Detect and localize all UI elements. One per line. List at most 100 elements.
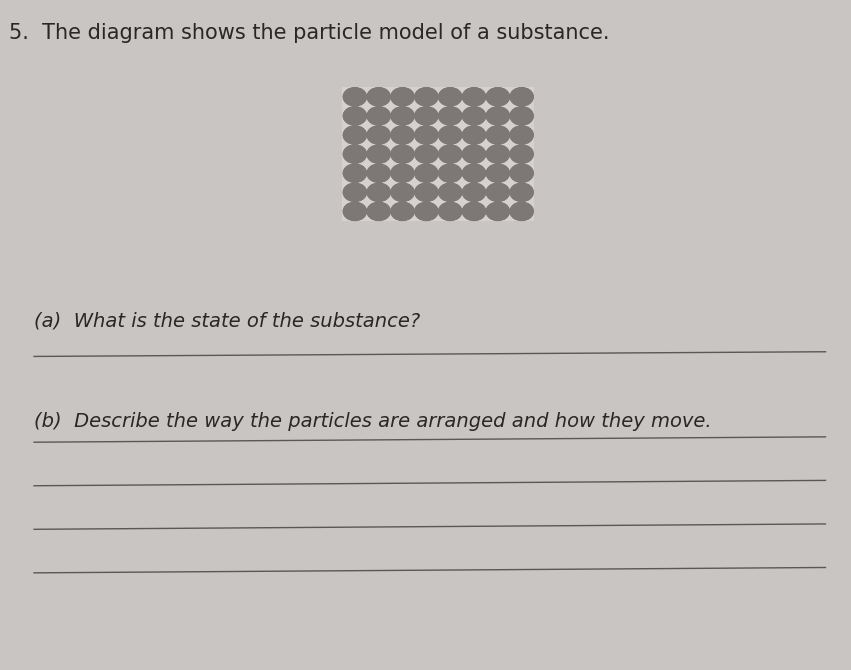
Circle shape	[368, 202, 391, 220]
Circle shape	[439, 183, 461, 202]
Circle shape	[344, 107, 366, 125]
Circle shape	[344, 164, 366, 182]
Circle shape	[391, 164, 414, 182]
Circle shape	[487, 88, 509, 106]
FancyBboxPatch shape	[342, 87, 534, 221]
Circle shape	[463, 183, 485, 202]
Circle shape	[368, 126, 391, 144]
Circle shape	[344, 183, 366, 202]
Circle shape	[391, 202, 414, 220]
Circle shape	[487, 202, 509, 220]
Circle shape	[415, 88, 438, 106]
Circle shape	[487, 126, 509, 144]
Circle shape	[463, 88, 485, 106]
Circle shape	[368, 88, 391, 106]
Circle shape	[463, 164, 485, 182]
Circle shape	[368, 145, 391, 163]
Circle shape	[439, 107, 461, 125]
Circle shape	[391, 183, 414, 202]
Circle shape	[487, 107, 509, 125]
Circle shape	[463, 202, 485, 220]
Circle shape	[415, 202, 438, 220]
Circle shape	[511, 164, 533, 182]
Circle shape	[368, 107, 391, 125]
Circle shape	[391, 145, 414, 163]
Circle shape	[391, 164, 414, 182]
Circle shape	[368, 183, 391, 202]
Circle shape	[463, 107, 485, 125]
Circle shape	[511, 126, 533, 144]
Circle shape	[368, 164, 391, 182]
Circle shape	[439, 145, 461, 163]
Circle shape	[344, 145, 366, 163]
Circle shape	[391, 202, 414, 220]
Text: (a)  What is the state of the substance?: (a) What is the state of the substance?	[34, 312, 420, 330]
Circle shape	[487, 183, 509, 202]
Circle shape	[511, 202, 533, 220]
Circle shape	[439, 88, 461, 106]
Circle shape	[511, 145, 533, 163]
Circle shape	[344, 126, 366, 144]
Circle shape	[439, 126, 461, 144]
Circle shape	[463, 107, 485, 125]
Circle shape	[344, 183, 366, 202]
Circle shape	[368, 183, 391, 202]
Circle shape	[463, 145, 485, 163]
Circle shape	[368, 202, 391, 220]
Circle shape	[511, 88, 533, 106]
Circle shape	[391, 107, 414, 125]
Circle shape	[415, 145, 438, 163]
Circle shape	[391, 126, 414, 144]
Circle shape	[368, 164, 391, 182]
Circle shape	[415, 126, 438, 144]
Circle shape	[487, 88, 509, 106]
Circle shape	[415, 183, 438, 202]
Circle shape	[344, 202, 366, 220]
Circle shape	[415, 202, 438, 220]
Circle shape	[511, 145, 533, 163]
Circle shape	[487, 202, 509, 220]
Circle shape	[463, 145, 485, 163]
Circle shape	[511, 183, 533, 202]
Circle shape	[368, 88, 391, 106]
Circle shape	[511, 202, 533, 220]
Circle shape	[439, 164, 461, 182]
Circle shape	[391, 88, 414, 106]
Text: 5.  The diagram shows the particle model of a substance.: 5. The diagram shows the particle model …	[9, 23, 609, 44]
Circle shape	[511, 107, 533, 125]
Circle shape	[415, 107, 438, 125]
Circle shape	[344, 107, 366, 125]
Circle shape	[487, 126, 509, 144]
Circle shape	[415, 183, 438, 202]
Circle shape	[344, 88, 366, 106]
Circle shape	[415, 164, 438, 182]
Circle shape	[391, 126, 414, 144]
Circle shape	[439, 202, 461, 220]
Circle shape	[415, 107, 438, 125]
Circle shape	[368, 145, 391, 163]
Circle shape	[439, 107, 461, 125]
Circle shape	[344, 145, 366, 163]
Circle shape	[487, 164, 509, 182]
Text: (b)  Describe the way the particles are arranged and how they move.: (b) Describe the way the particles are a…	[34, 412, 711, 431]
Circle shape	[487, 164, 509, 182]
Circle shape	[344, 88, 366, 106]
Circle shape	[463, 183, 485, 202]
Circle shape	[511, 164, 533, 182]
Circle shape	[391, 107, 414, 125]
Circle shape	[344, 202, 366, 220]
Circle shape	[439, 88, 461, 106]
Circle shape	[511, 126, 533, 144]
Circle shape	[463, 164, 485, 182]
Circle shape	[415, 88, 438, 106]
Circle shape	[415, 126, 438, 144]
Circle shape	[368, 107, 391, 125]
Circle shape	[391, 88, 414, 106]
Circle shape	[439, 145, 461, 163]
Circle shape	[487, 107, 509, 125]
Circle shape	[415, 145, 438, 163]
Circle shape	[463, 126, 485, 144]
Circle shape	[511, 88, 533, 106]
Circle shape	[439, 164, 461, 182]
Circle shape	[415, 164, 438, 182]
